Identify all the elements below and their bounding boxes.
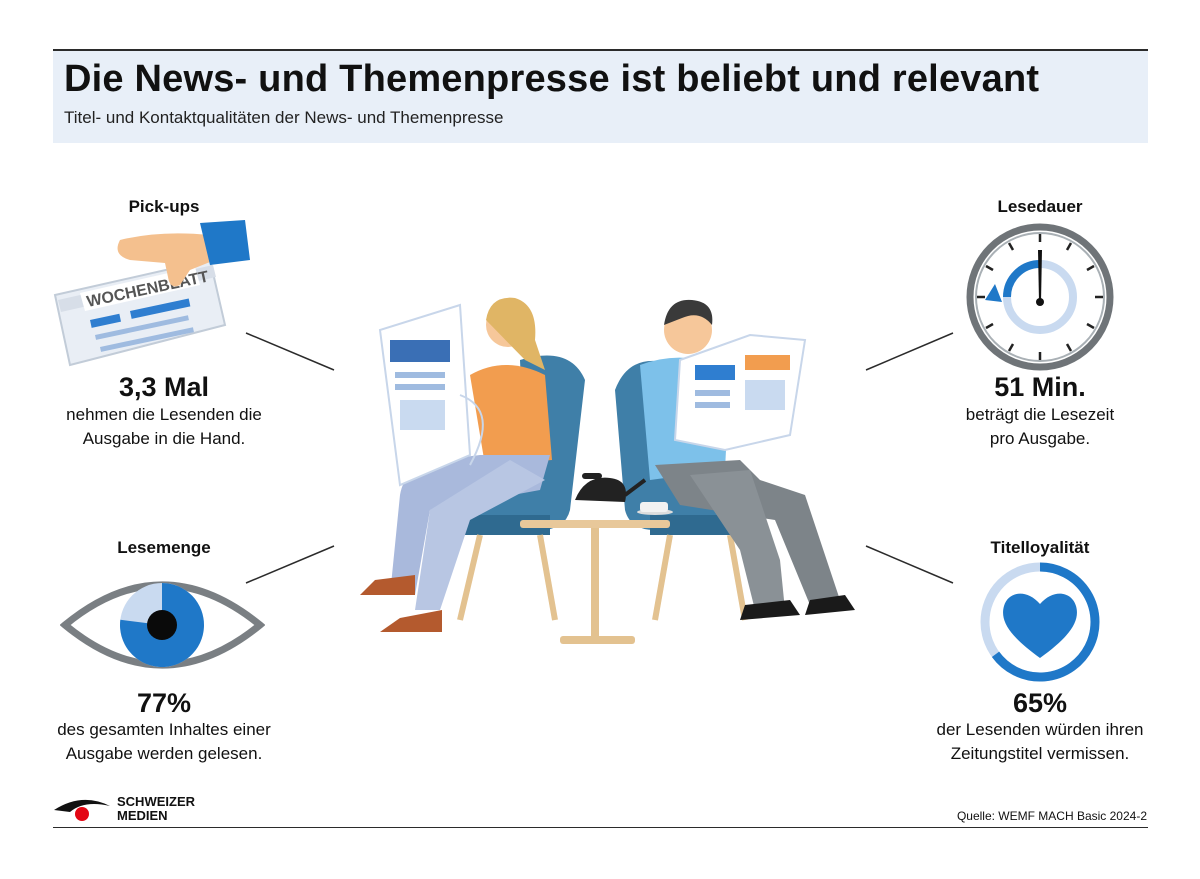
lesedauer-value: 51 Min. bbox=[994, 372, 1086, 402]
lesedauer-description: beträgt die Lesezeit pro Ausgabe. bbox=[965, 405, 1115, 448]
woman-reader bbox=[360, 297, 552, 632]
hand bbox=[117, 220, 250, 287]
pickups-value: 3,3 Mal bbox=[118, 372, 210, 402]
readers-illustration bbox=[360, 297, 855, 644]
clock-ticks bbox=[977, 234, 1103, 360]
lesemenge-value: 77% bbox=[136, 688, 192, 718]
newspaper-roll: WOCHENBLATT bbox=[53, 258, 227, 367]
titelloyalitaet-description: der Lesenden würden ihren Zeitungstitel … bbox=[936, 720, 1144, 763]
pickups-description: nehmen die Lesenden die Ausgabe in die H… bbox=[66, 405, 262, 448]
heart-icon bbox=[980, 562, 1100, 682]
page-title: Die News- und Themenpresse ist beliebt u… bbox=[64, 58, 1040, 100]
bottom-rule bbox=[53, 827, 1148, 828]
page-subtitle: Titel- und Kontaktqualitäten der News- u… bbox=[64, 108, 504, 127]
hand-newspaper-icon: WOCHENBLATT bbox=[53, 220, 250, 367]
loyalty-ring bbox=[991, 562, 1100, 682]
top-rule bbox=[53, 49, 1148, 51]
titelloyalitaet-heading: Titelloyalität bbox=[990, 538, 1090, 557]
lesemenge-description: des gesamten Inhaltes einer Ausgabe werd… bbox=[57, 720, 271, 763]
logo-text: SCHWEIZER MEDIEN bbox=[117, 794, 195, 823]
pickups-heading: Pick-ups bbox=[128, 197, 200, 216]
source-note: Quelle: WEMF MACH Basic 2024-2 bbox=[956, 809, 1147, 823]
titelloyalitaet-value: 65% bbox=[1012, 688, 1068, 718]
eye-icon bbox=[60, 581, 265, 669]
lesemenge-heading: Lesemenge bbox=[117, 538, 211, 557]
clock-icon bbox=[966, 223, 1114, 371]
schweizer-medien-logo-icon bbox=[54, 799, 110, 821]
man-reader bbox=[640, 299, 855, 620]
side-table bbox=[520, 473, 673, 644]
header-band bbox=[53, 51, 1148, 143]
lesedauer-heading: Lesedauer bbox=[997, 197, 1083, 216]
